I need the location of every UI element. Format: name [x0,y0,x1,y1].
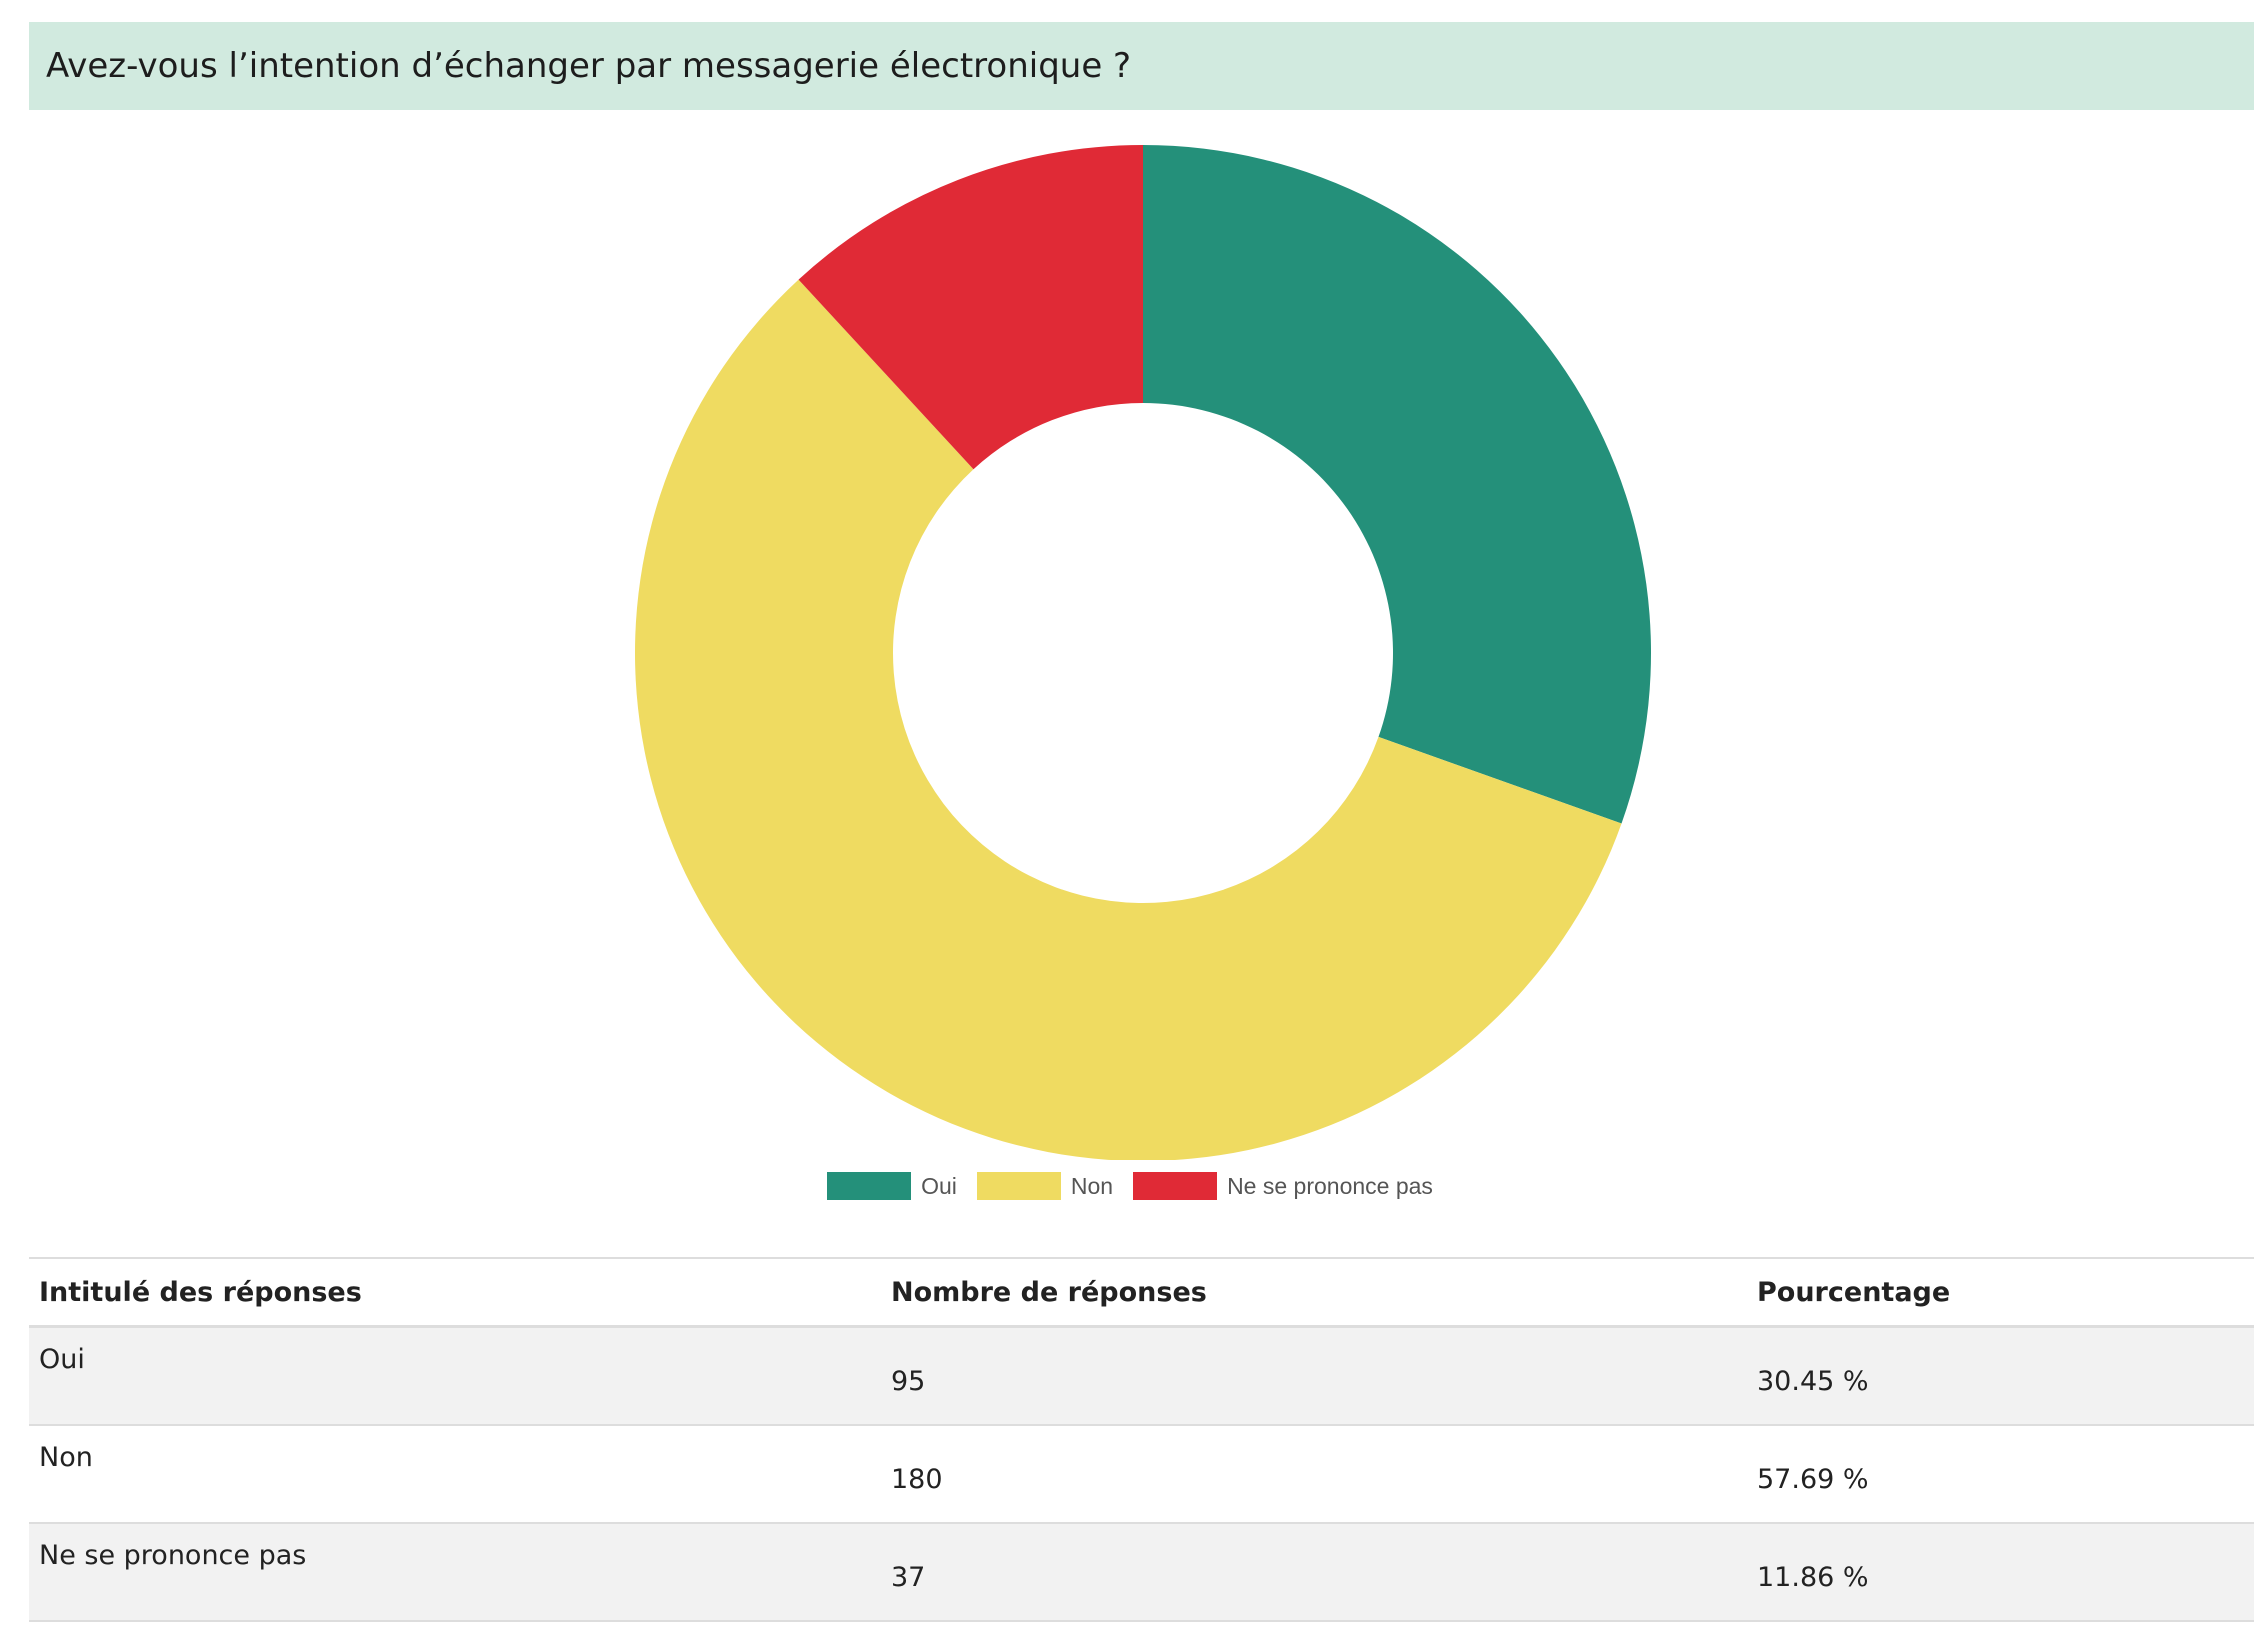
table-header-row: Intitulé des réponses Nombre de réponses… [29,1257,2254,1328]
row-percent: 11.86 % [1747,1522,2254,1622]
column-header-percent: Pourcentage [1747,1257,2254,1328]
legend-item-ne-se-prononce-pas[interactable]: Ne se prononce pas [1133,1172,1433,1200]
column-header-count: Nombre de réponses [881,1257,1747,1328]
row-percent: 57.69 % [1747,1424,2254,1524]
donut-slice-oui[interactable] [1143,145,1651,824]
row-count: 95 [881,1326,1747,1426]
column-header-label: Intitulé des réponses [29,1257,881,1328]
legend-item-non[interactable]: Non [976,1172,1114,1200]
results-table: Intitulé des réponses Nombre de réponses… [29,1257,2254,1622]
row-count: 37 [881,1522,1747,1622]
legend-swatch-ne-se-prononce-pas [1133,1172,1218,1200]
row-label: Ne se prononce pas [29,1522,881,1622]
question-header: Avez-vous l’intention d’échanger par mes… [29,22,2254,110]
donut-slice-ne-se-prononce-pas[interactable] [798,145,1143,470]
donut-chart-svg [635,145,1651,1160]
legend-label-oui: Oui [921,1172,957,1199]
legend-swatch-non [976,1172,1061,1200]
row-label: Oui [29,1326,881,1426]
donut-slice-non[interactable] [635,279,1622,1160]
row-count: 180 [881,1424,1747,1524]
question-title: Avez-vous l’intention d’échanger par mes… [46,46,1132,86]
donut-chart [29,120,2254,1220]
chart-legend: Oui Non Ne se prononce pas [0,1172,2260,1200]
table-row: Non 180 57.69 % [29,1424,2254,1524]
table-row: Ne se prononce pas 37 11.86 % [29,1522,2254,1622]
table-row: Oui 95 30.45 % [29,1326,2254,1426]
row-label: Non [29,1424,881,1524]
legend-label-non: Non [1070,1172,1114,1199]
legend-item-oui[interactable]: Oui [827,1172,957,1200]
legend-label-ne-se-prononce-pas: Ne se prononce pas [1227,1172,1433,1199]
legend-swatch-oui [827,1172,912,1200]
row-percent: 30.45 % [1747,1326,2254,1426]
